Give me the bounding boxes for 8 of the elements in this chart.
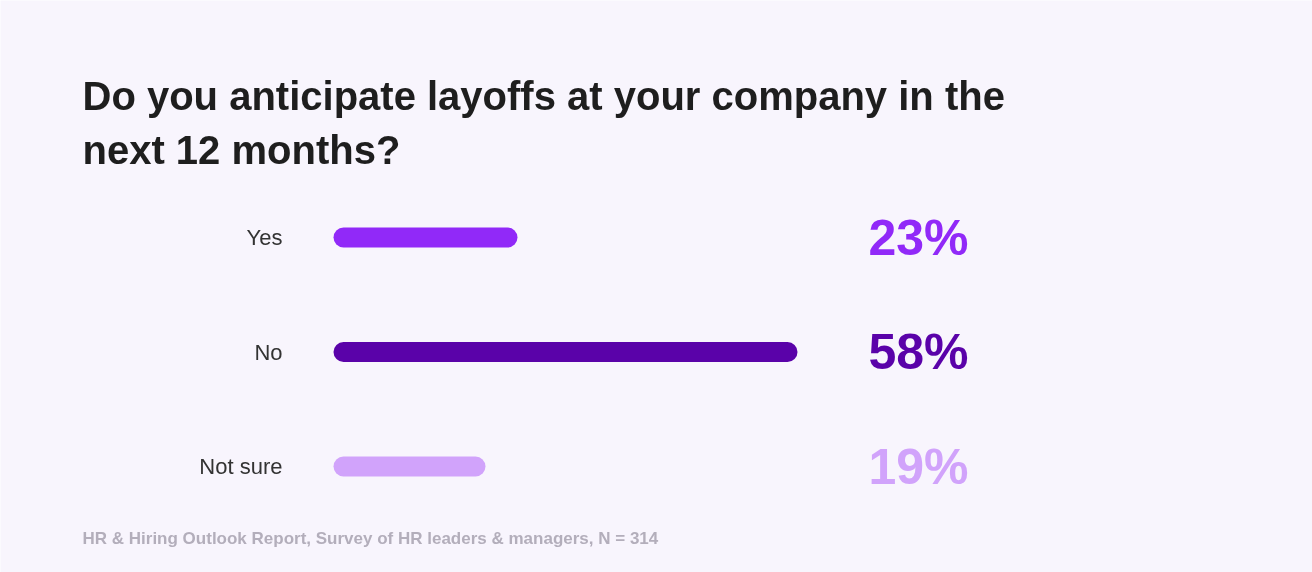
data-label: 19% [868,438,969,495]
y-tick-label: Yes [246,225,283,250]
data-label: 58% [868,324,969,380]
y-tick-label: No [254,339,283,365]
chart-title: Do you anticipate layoffs at your company in the next 12 months? [82,73,1005,172]
data-label: 23% [868,209,969,266]
y-tick-label: Not sure [199,454,283,479]
text: HR & Hiring Outlook Report, Survey of HR leaders & managers, N = 314 [82,529,659,548]
